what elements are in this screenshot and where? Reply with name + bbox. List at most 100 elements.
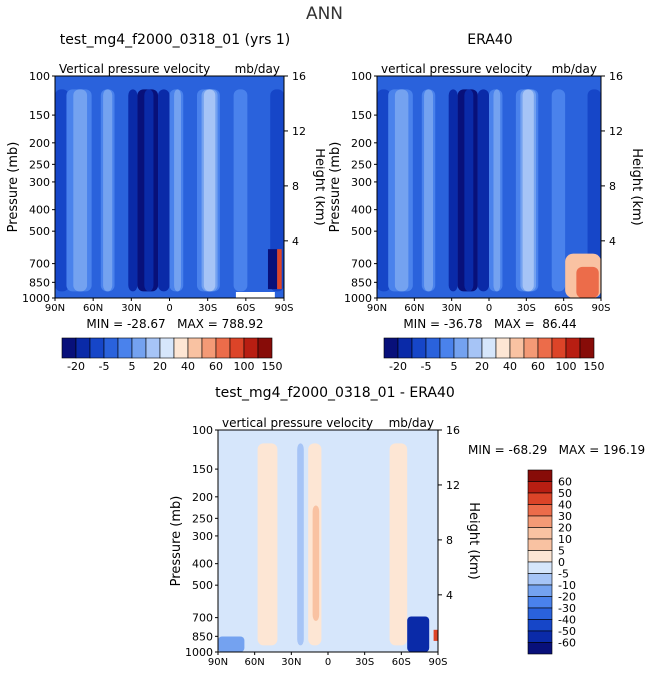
x-tick-label: 0 [166, 303, 172, 314]
colorbar-label: 100 [556, 360, 577, 373]
colorbar-label: 150 [584, 360, 605, 373]
x-tick-label: 60N [245, 657, 265, 668]
x-tick-label: 0 [486, 303, 492, 314]
field-band [144, 89, 154, 292]
field-strong-patch [267, 249, 278, 290]
colorbar-label: 150 [262, 360, 283, 373]
subtitle-left: vertical pressure velocity [381, 62, 532, 76]
colorbar-box [159, 337, 175, 359]
colorbar-label: 40 [503, 360, 517, 373]
colorbar-box [145, 337, 161, 359]
colorbar-box [527, 630, 553, 643]
y-tick-label: 700 [351, 258, 372, 271]
colorbar-box [551, 337, 567, 359]
field-missing-patch [235, 292, 275, 298]
colorbar-right: -20 -5 5 20 40 60 100 150 [383, 337, 605, 373]
colorbar-label: 100 [234, 360, 255, 373]
panel3-stats: MIN = -68.29 MAX = 196.19 [468, 443, 646, 457]
x-tick-label: 60S [554, 303, 573, 314]
y-right-tick-label: 12 [609, 125, 623, 138]
y-tick-label: 400 [192, 558, 213, 571]
colorbar-box [527, 481, 553, 494]
y-tick-label: 500 [192, 579, 213, 592]
colorbar-box [131, 337, 147, 359]
y-axis-label: Pressure (mb) [169, 496, 184, 587]
colorbar-box [467, 337, 483, 359]
y-tick-label: 700 [192, 612, 213, 625]
field-band [312, 505, 320, 621]
x-tick-label: 30S [355, 657, 374, 668]
y-axis-label: Pressure (mb) [6, 142, 21, 233]
y-right-tick-label: 4 [292, 235, 299, 248]
colorbar-label: 60 [209, 360, 223, 373]
y-tick-label: 300 [192, 530, 213, 543]
y-tick-label: 500 [29, 225, 50, 238]
colorbar-box [527, 596, 553, 609]
y-tick-label: 700 [29, 258, 50, 271]
colorbar-box [257, 337, 273, 359]
field-band [389, 443, 408, 646]
y-right-axis-label: Height (km) [629, 148, 644, 225]
field-band [424, 89, 433, 292]
field-band [297, 443, 304, 646]
y-tick-label: 150 [29, 109, 50, 122]
field-area [377, 76, 601, 298]
x-tick-label: 30S [517, 303, 536, 314]
colorbar-label: 60 [531, 360, 545, 373]
field-band [203, 89, 216, 292]
colorbar-box [523, 337, 539, 359]
colorbar-label: -10 [558, 579, 576, 592]
field-band [377, 89, 391, 292]
page-title: ANN [305, 4, 344, 24]
field-warm-patch [576, 266, 599, 298]
y-right-axis-label: Height (km) [466, 502, 481, 579]
y-right-tick-label: 8 [292, 180, 299, 193]
y-tick-label: 250 [351, 158, 372, 171]
field-band [55, 89, 69, 292]
y-tick-label: 1000 [22, 292, 50, 305]
colorbar-box [201, 337, 217, 359]
y-tick-label: 400 [351, 204, 372, 217]
x-tick-label: 60N [404, 303, 424, 314]
colorbar-left: -20 -5 5 20 40 60 100 150 [61, 337, 283, 373]
panel2-title: ERA40 [467, 32, 513, 48]
field-strong-patch [407, 616, 430, 652]
y-axis-label: Pressure (mb) [328, 142, 343, 233]
x-tick-label: 30S [198, 303, 217, 314]
subtitle-left: vertical pressure velocity [222, 416, 373, 430]
colorbar-box [565, 337, 581, 359]
y-right-tick-label: 4 [609, 235, 616, 248]
colorbar-label: 60 [558, 476, 572, 489]
panel3-title: test_mg4_f2000_0318_01 - ERA40 [215, 385, 455, 401]
colorbar-box [527, 573, 553, 586]
y-tick-label: 300 [29, 176, 50, 189]
y-tick-label: 400 [29, 204, 50, 217]
y-tick-label: 850 [29, 276, 50, 289]
colorbar-label: -5 [421, 360, 432, 373]
y-right-tick-label: 16 [609, 70, 623, 83]
colorbar-box [75, 337, 91, 359]
subtitle-right: mb/day [235, 62, 280, 76]
field-strong-patch [433, 629, 438, 641]
y-tick-label: 250 [192, 512, 213, 525]
colorbar-label: -40 [558, 614, 576, 627]
panel3-chart: vertical pressure velocity mb/day 100 150 20… [169, 416, 481, 668]
panel2-chart: vertical pressure velocity mb/day 100 150 20… [328, 62, 644, 314]
colorbar-label: 40 [558, 499, 572, 512]
colorbar-label: 50 [558, 487, 572, 500]
y-tick-label: 200 [29, 137, 50, 150]
colorbar-box [103, 337, 119, 359]
y-tick-label: 500 [351, 225, 372, 238]
x-tick-label: 90S [274, 303, 293, 314]
field-band [128, 89, 138, 292]
panel1-title: test_mg4_f2000_0318_01 (yrs 1) [59, 32, 291, 48]
field-band [158, 89, 170, 292]
colorbar-box [425, 337, 441, 359]
colorbar-box [383, 337, 399, 359]
colorbar-box [411, 337, 427, 359]
x-tick-label: 0 [325, 657, 331, 668]
field-band [73, 89, 88, 292]
y-tick-label: 100 [29, 70, 50, 83]
colorbar-box [117, 337, 133, 359]
